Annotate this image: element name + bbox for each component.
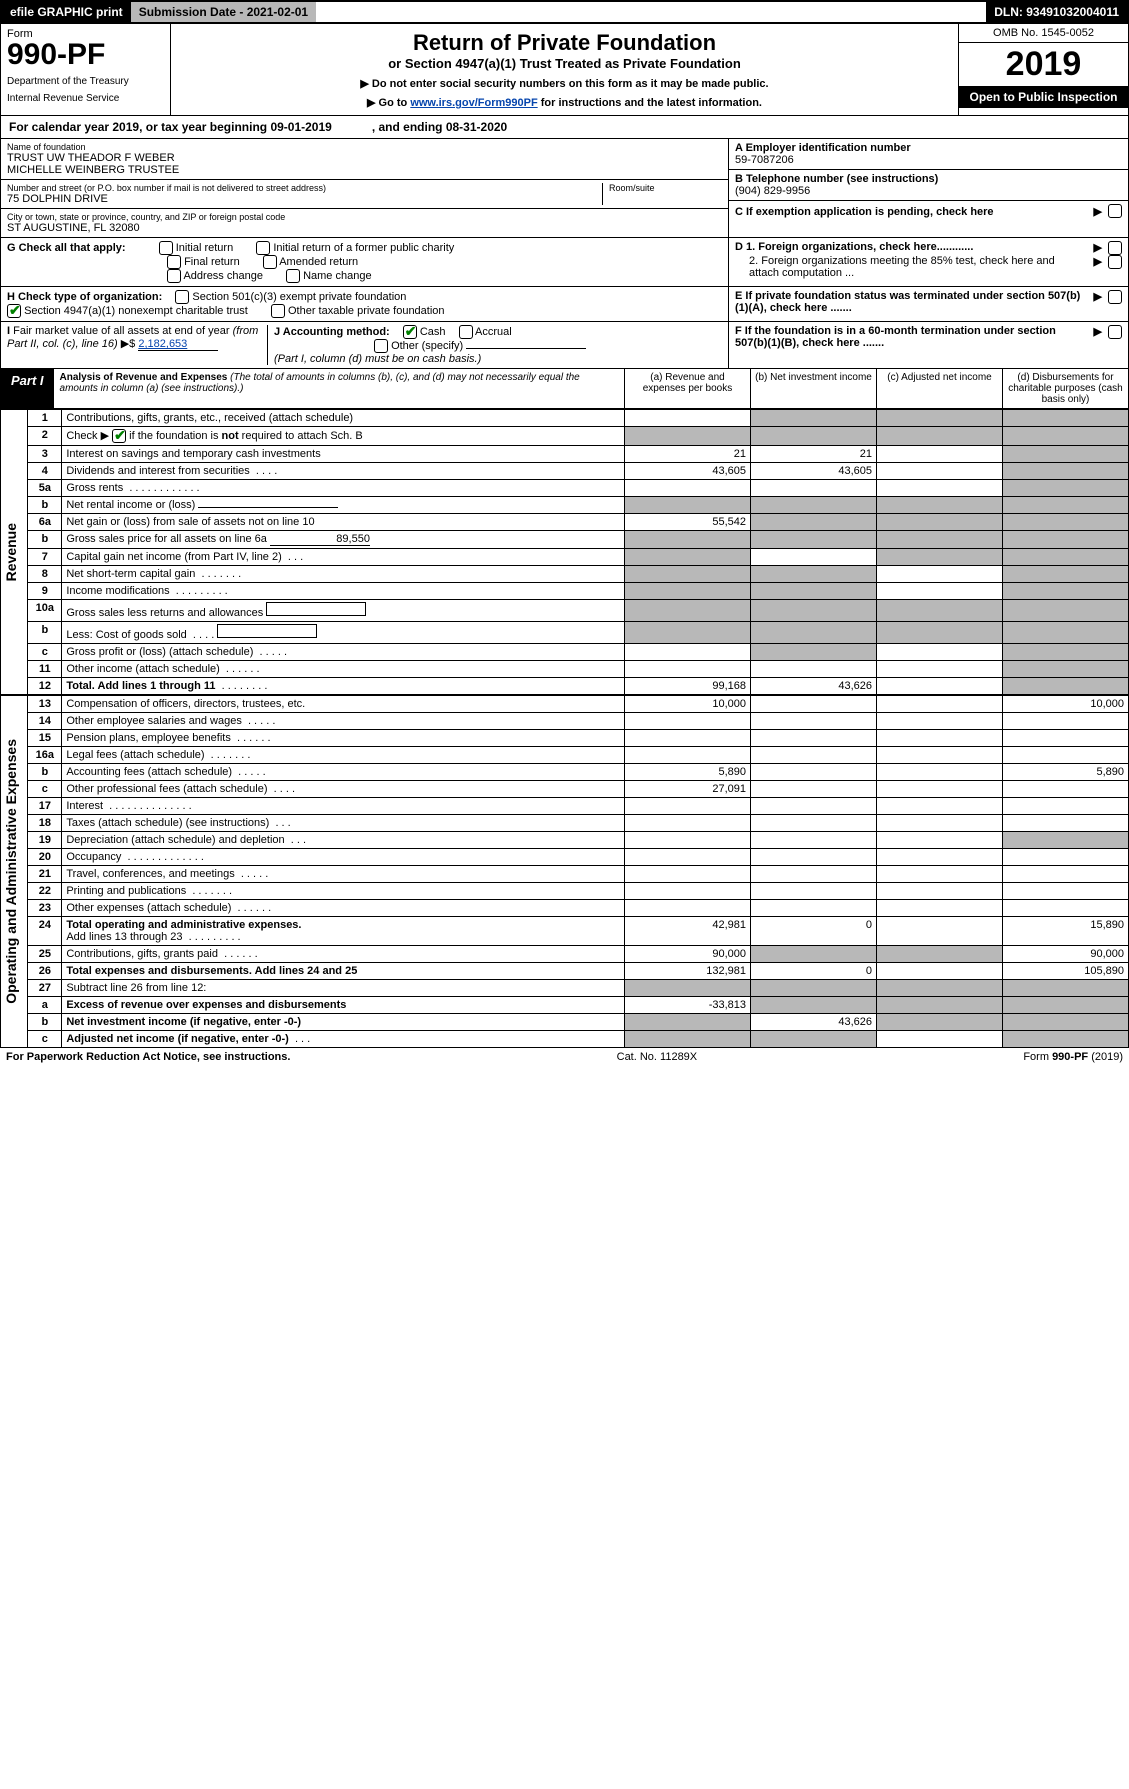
g-name[interactable] — [286, 269, 300, 283]
h-501c3[interactable] — [175, 290, 189, 304]
col-a: (a) Revenue and expenses per books — [624, 369, 750, 408]
city: ST AUGUSTINE, FL 32080 — [7, 222, 722, 234]
i-value[interactable]: 2,182,653 — [138, 338, 218, 351]
d1-checkbox[interactable] — [1108, 241, 1122, 255]
j-label: J Accounting method: — [274, 326, 390, 338]
f-checkbox[interactable] — [1108, 325, 1122, 339]
identity-block: Name of foundation TRUST UW THEADOR F WE… — [0, 139, 1129, 238]
j-other[interactable] — [374, 339, 388, 353]
tax-year: 2019 — [959, 43, 1128, 86]
efile-label: efile GRAPHIC print — [2, 2, 131, 22]
j-cash[interactable] — [403, 325, 417, 339]
city-label: City or town, state or province, country… — [7, 212, 722, 222]
note-ssn: ▶ Do not enter social security numbers o… — [177, 77, 952, 90]
j-note: (Part I, column (d) must be on cash basi… — [274, 353, 481, 365]
paperwork-notice: For Paperwork Reduction Act Notice, see … — [6, 1051, 290, 1063]
phone-label: B Telephone number (see instructions) — [735, 173, 1122, 185]
revenue-table: 1Contributions, gifts, grants, etc., rec… — [27, 409, 1129, 695]
dln: DLN: 93491032004011 — [986, 2, 1127, 22]
form-number: 990-PF — [7, 40, 164, 70]
f-label: F If the foundation is in a 60-month ter… — [735, 325, 1088, 365]
ein: 59-7087206 — [735, 154, 1122, 166]
g-initial-former[interactable] — [256, 241, 270, 255]
room-label: Room/suite — [609, 183, 722, 193]
calendar-year-row: For calendar year 2019, or tax year begi… — [0, 116, 1129, 139]
g-label: G Check all that apply: — [7, 242, 126, 254]
col-c: (c) Adjusted net income — [876, 369, 1002, 408]
e-checkbox[interactable] — [1108, 290, 1122, 304]
foundation-name: TRUST UW THEADOR F WEBERMICHELLE WEINBER… — [7, 152, 722, 176]
d1-label: D 1. Foreign organizations, check here..… — [735, 241, 1088, 255]
c-label: C If exemption application is pending, c… — [735, 206, 1088, 218]
part1-header: Part I Analysis of Revenue and Expenses … — [0, 369, 1129, 409]
g-initial[interactable] — [159, 241, 173, 255]
g-final[interactable] — [167, 255, 181, 269]
c-checkbox[interactable] — [1108, 204, 1122, 218]
g-amended[interactable] — [263, 255, 277, 269]
phone: (904) 829-9956 — [735, 185, 1122, 197]
part1-label: Part I — [1, 369, 54, 408]
d2-label: 2. Foreign organizations meeting the 85%… — [735, 255, 1088, 279]
address: 75 DOLPHIN DRIVE — [7, 193, 602, 205]
form-title: Return of Private Foundation — [177, 30, 952, 56]
h-4947[interactable] — [7, 304, 21, 318]
cat-no: Cat. No. 11289X — [617, 1051, 698, 1063]
form-subtitle: or Section 4947(a)(1) Trust Treated as P… — [177, 56, 952, 71]
form-ref: Form 990-PF (2019) — [1023, 1051, 1123, 1063]
note-goto: ▶ Go to www.irs.gov/Form990PF for instru… — [177, 96, 952, 109]
e-label: E If private foundation status was termi… — [735, 290, 1088, 318]
addr-label: Number and street (or P.O. box number if… — [7, 183, 602, 193]
d2-checkbox[interactable] — [1108, 255, 1122, 269]
expenses-table: 13Compensation of officers, directors, t… — [27, 695, 1129, 1048]
col-b: (b) Net investment income — [750, 369, 876, 408]
revenue-side: Revenue — [1, 517, 21, 587]
irs-label: Internal Revenue Service — [7, 93, 164, 104]
ein-label: A Employer identification number — [735, 142, 1122, 154]
omb-number: OMB No. 1545-0052 — [959, 24, 1128, 43]
dept-treasury: Department of the Treasury — [7, 76, 164, 87]
submission-date: Submission Date - 2021-02-01 — [131, 2, 316, 22]
col-d: (d) Disbursements for charitable purpose… — [1002, 369, 1128, 408]
form-header: Form 990-PF Department of the Treasury I… — [0, 24, 1129, 116]
top-bar: efile GRAPHIC print Submission Date - 20… — [0, 0, 1129, 24]
footer: For Paperwork Reduction Act Notice, see … — [0, 1048, 1129, 1066]
form-link[interactable]: www.irs.gov/Form990PF — [410, 97, 537, 109]
name-label: Name of foundation — [7, 142, 722, 152]
l2-checkbox[interactable] — [112, 429, 126, 443]
h-other[interactable] — [271, 304, 285, 318]
open-public: Open to Public Inspection — [959, 86, 1128, 108]
h-label: H Check type of organization: — [7, 291, 162, 303]
j-accrual[interactable] — [459, 325, 473, 339]
g-address[interactable] — [167, 269, 181, 283]
expenses-side: Operating and Administrative Expenses — [1, 733, 21, 1010]
